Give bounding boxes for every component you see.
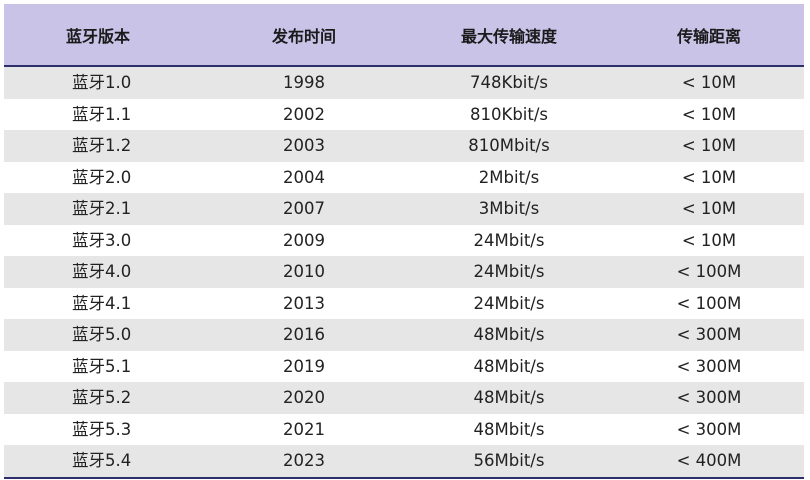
cell-release-date: 1998	[204, 66, 404, 99]
cell-release-date: 2016	[204, 319, 404, 351]
cell-version: 蓝牙2.1	[4, 193, 204, 225]
cell-max-speed: 56Mbit/s	[404, 445, 614, 479]
cell-version: 蓝牙4.0	[4, 256, 204, 288]
cell-range: < 300M	[614, 382, 804, 414]
cell-range: < 100M	[614, 287, 804, 319]
cell-range: < 10M	[614, 161, 804, 193]
table-row: 蓝牙5.4 2023 56Mbit/s < 400M	[4, 445, 804, 479]
cell-range: < 100M	[614, 256, 804, 288]
cell-range: < 10M	[614, 130, 804, 162]
cell-release-date: 2009	[204, 224, 404, 256]
cell-range: < 400M	[614, 445, 804, 479]
cell-max-speed: 2Mbit/s	[404, 161, 614, 193]
cell-range: < 300M	[614, 413, 804, 445]
cell-max-speed: 3Mbit/s	[404, 193, 614, 225]
cell-version: 蓝牙2.0	[4, 161, 204, 193]
table-row: 蓝牙3.0 2009 24Mbit/s < 10M	[4, 224, 804, 256]
cell-release-date: 2020	[204, 382, 404, 414]
cell-max-speed: 48Mbit/s	[404, 319, 614, 351]
cell-range: < 300M	[614, 319, 804, 351]
bluetooth-versions-table: 蓝牙版本 发布时间 最大传输速度 传输距离 蓝牙1.0 1998 748Kbit/s…	[4, 4, 804, 479]
cell-version: 蓝牙5.1	[4, 350, 204, 382]
cell-max-speed: 48Mbit/s	[404, 350, 614, 382]
cell-version: 蓝牙5.0	[4, 319, 204, 351]
bluetooth-versions-table-wrap: 蓝牙版本 发布时间 最大传输速度 传输距离 蓝牙1.0 1998 748Kbit/s…	[4, 4, 804, 479]
cell-range: < 10M	[614, 66, 804, 99]
cell-version: 蓝牙5.3	[4, 413, 204, 445]
cell-max-speed: 810Kbit/s	[404, 98, 614, 130]
cell-release-date: 2002	[204, 98, 404, 130]
cell-release-date: 2023	[204, 445, 404, 479]
cell-range: < 10M	[614, 98, 804, 130]
cell-max-speed: 24Mbit/s	[404, 287, 614, 319]
cell-release-date: 2007	[204, 193, 404, 225]
cell-version: 蓝牙3.0	[4, 224, 204, 256]
cell-release-date: 2010	[204, 256, 404, 288]
table-row: 蓝牙5.3 2021 48Mbit/s < 300M	[4, 413, 804, 445]
table-row: 蓝牙4.1 2013 24Mbit/s < 100M	[4, 287, 804, 319]
table-row: 蓝牙2.0 2004 2Mbit/s < 10M	[4, 161, 804, 193]
cell-version: 蓝牙1.2	[4, 130, 204, 162]
cell-range: < 10M	[614, 193, 804, 225]
cell-range: < 300M	[614, 350, 804, 382]
header-range: 传输距离	[614, 4, 804, 67]
header-max-speed: 最大传输速度	[404, 4, 614, 67]
table-row: 蓝牙2.1 2007 3Mbit/s < 10M	[4, 193, 804, 225]
cell-max-speed: 24Mbit/s	[404, 224, 614, 256]
cell-max-speed: 48Mbit/s	[404, 382, 614, 414]
cell-range: < 10M	[614, 224, 804, 256]
header-release-date: 发布时间	[204, 4, 404, 67]
cell-version: 蓝牙1.1	[4, 98, 204, 130]
cell-max-speed: 810Mbit/s	[404, 130, 614, 162]
table-row: 蓝牙1.1 2002 810Kbit/s < 10M	[4, 98, 804, 130]
table-row: 蓝牙1.2 2003 810Mbit/s < 10M	[4, 130, 804, 162]
header-row: 蓝牙版本 发布时间 最大传输速度 传输距离	[4, 4, 804, 67]
cell-release-date: 2004	[204, 161, 404, 193]
cell-release-date: 2003	[204, 130, 404, 162]
table-row: 蓝牙5.2 2020 48Mbit/s < 300M	[4, 382, 804, 414]
cell-version: 蓝牙5.4	[4, 445, 204, 479]
table-row: 蓝牙4.0 2010 24Mbit/s < 100M	[4, 256, 804, 288]
table-row: 蓝牙1.0 1998 748Kbit/s < 10M	[4, 66, 804, 99]
cell-max-speed: 24Mbit/s	[404, 256, 614, 288]
cell-release-date: 2019	[204, 350, 404, 382]
cell-version: 蓝牙1.0	[4, 66, 204, 99]
table-body: 蓝牙1.0 1998 748Kbit/s < 10M 蓝牙1.1 2002 810Kbit/…	[4, 66, 804, 479]
cell-max-speed: 48Mbit/s	[404, 413, 614, 445]
header-version: 蓝牙版本	[4, 4, 204, 67]
cell-max-speed: 748Kbit/s	[404, 66, 614, 99]
cell-version: 蓝牙4.1	[4, 287, 204, 319]
cell-version: 蓝牙5.2	[4, 382, 204, 414]
table-header: 蓝牙版本 发布时间 最大传输速度 传输距离	[4, 4, 804, 67]
cell-release-date: 2013	[204, 287, 404, 319]
table-row: 蓝牙5.1 2019 48Mbit/s < 300M	[4, 350, 804, 382]
table-row: 蓝牙5.0 2016 48Mbit/s < 300M	[4, 319, 804, 351]
cell-release-date: 2021	[204, 413, 404, 445]
